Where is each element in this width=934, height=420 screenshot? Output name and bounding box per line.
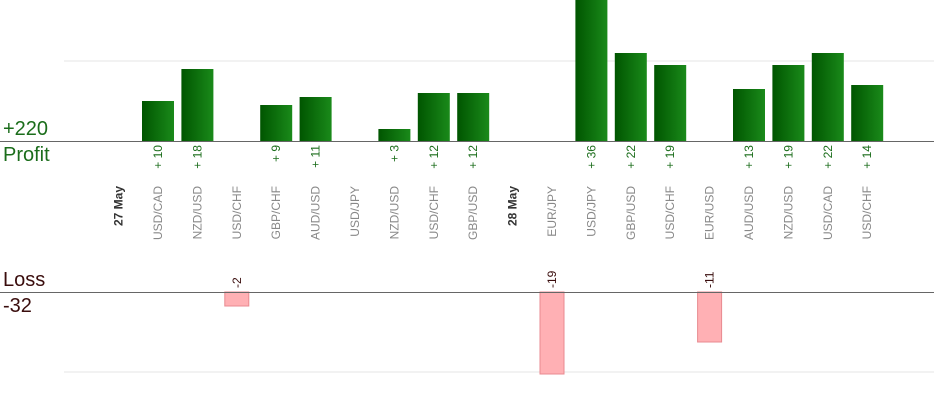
pair-label: USD/CHF [860,186,874,239]
loss-bar [224,291,250,307]
profit-label: Profit [3,144,50,166]
profit-value-label: + 3 [387,145,401,162]
date-label: 28 May [506,186,520,226]
loss-label: Loss [3,269,46,291]
pair-label: NZD/USD [190,186,204,240]
profit-bar [614,53,647,141]
pair-label: NZD/USD [781,186,795,240]
profit-bar [733,89,765,141]
profit-value-label: + 19 [663,145,677,169]
profit-value-label: + 22 [624,145,638,169]
pair-label: NZD/USD [387,186,401,240]
pair-label: USD/CAD [151,186,165,240]
profit-bar [299,97,332,141]
loss-total: -32 [3,295,32,317]
pair-label: USD/CHF [230,186,244,239]
profit-total: +220 [3,118,49,140]
pair-label: GBP/USD [624,186,638,240]
pair-label: AUD/USD [742,186,756,240]
loss-bar [539,291,565,375]
date-label: 27 May [112,186,126,226]
pair-label: GBP/CHF [269,186,283,239]
pair-label: GBP/USD [466,186,480,240]
profit-value-label: + 14 [860,145,874,169]
profit-bar [417,93,450,141]
profit-value-label: + 13 [742,145,756,169]
pair-label: EUR/JPY [545,186,559,237]
profit-value-label: + 22 [821,145,835,169]
pair-label: EUR/USD [703,186,717,240]
profit-bar [811,53,844,141]
pair-label: USD/CAD [821,186,835,240]
profit-value-label: + 36 [584,145,598,169]
pair-label: USD/JPY [584,186,598,237]
pair-label: USD/CHF [663,186,677,239]
pair-label: USD/JPY [348,186,362,237]
profit-value-label: + 12 [427,145,441,169]
profit-bar [378,129,411,141]
profit-value-label: + 10 [151,145,165,169]
profit-value-label: + 19 [781,145,795,169]
profit-value-label: + 18 [190,145,204,169]
loss-value-label: -19 [545,270,559,288]
profit-bar [260,105,293,141]
profit-bar [181,69,214,141]
profit-bar [457,93,490,141]
pair-label: USD/CHF [427,186,441,239]
profit-value-label: + 12 [466,145,480,169]
loss-value-label: -11 [703,271,717,288]
profit-bar [772,65,805,141]
loss-value-label: -2 [230,277,244,288]
profit-value-label: + 9 [269,145,283,162]
profit-bar [142,101,174,141]
profit-bar [575,0,608,141]
loss-bar [697,291,723,343]
pair-label: AUD/USD [309,186,323,240]
profit-bar [851,85,884,141]
profit-value-label: + 11 [309,145,323,168]
profit-bar [654,65,687,141]
